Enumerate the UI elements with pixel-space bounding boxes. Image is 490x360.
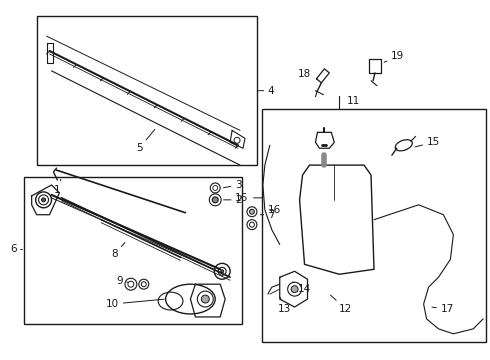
Circle shape	[220, 270, 223, 273]
Text: 14: 14	[293, 282, 311, 294]
Text: 11: 11	[347, 96, 361, 105]
Text: 9: 9	[116, 276, 128, 286]
Text: 8: 8	[111, 243, 125, 260]
Circle shape	[249, 209, 254, 214]
Text: 12: 12	[330, 295, 352, 314]
Circle shape	[42, 198, 46, 202]
Text: 10: 10	[106, 299, 164, 309]
Text: 17: 17	[432, 304, 454, 314]
Text: 16: 16	[235, 193, 262, 203]
Circle shape	[139, 279, 149, 289]
Text: 5: 5	[136, 130, 155, 153]
Text: 1: 1	[53, 179, 61, 195]
Text: 18: 18	[297, 69, 311, 79]
Text: 13: 13	[278, 297, 291, 314]
Text: 4: 4	[258, 86, 274, 96]
Circle shape	[201, 295, 209, 303]
Text: 2: 2	[223, 195, 242, 205]
Text: 7: 7	[260, 210, 274, 220]
Circle shape	[36, 192, 51, 208]
Circle shape	[214, 264, 230, 279]
Text: 15: 15	[415, 137, 440, 147]
Circle shape	[212, 197, 218, 203]
Circle shape	[291, 286, 298, 293]
Text: 16: 16	[268, 205, 281, 215]
Circle shape	[125, 278, 137, 290]
Text: 6: 6	[10, 244, 23, 255]
Text: 19: 19	[384, 51, 404, 62]
Text: 3: 3	[223, 180, 242, 190]
